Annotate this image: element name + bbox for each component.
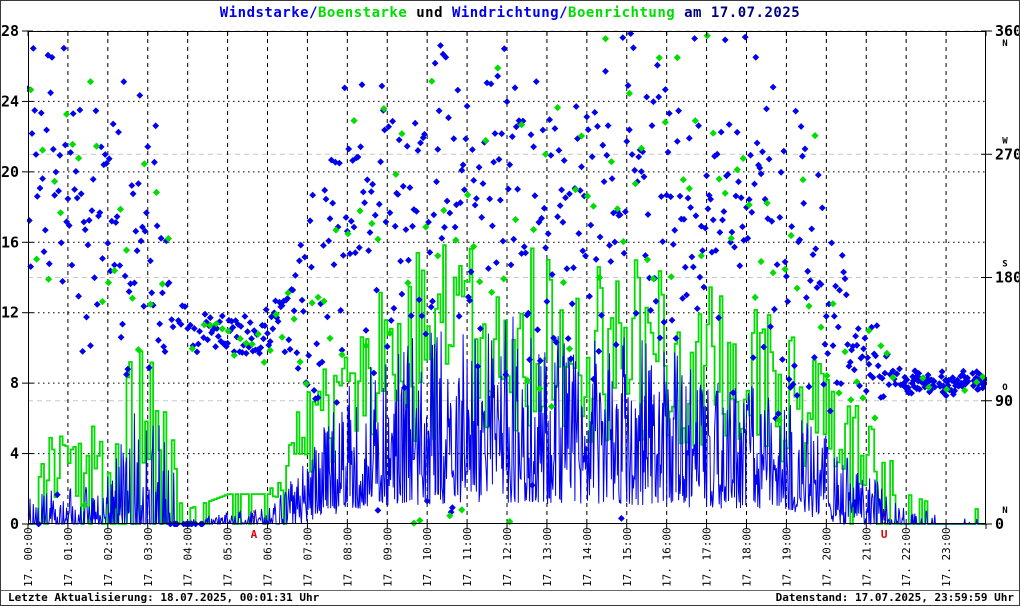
x-label-23: 17. 23:00 — [940, 527, 953, 587]
title-boenrichtung: Boenrichtung — [568, 5, 676, 21]
y-right-label-360: 360 — [995, 22, 1020, 40]
x-label-13: 17. 13:00 — [541, 527, 554, 587]
x-label-2: 17. 02:00 — [102, 527, 115, 587]
series-windrichtung — [27, 30, 987, 527]
x-label-1: 17. 01:00 — [62, 527, 75, 587]
series-layer — [27, 30, 987, 527]
y-right-label-0: 0 — [995, 515, 1004, 533]
sun-marker-label-U: U — [881, 528, 888, 541]
y-right-label-90: 90 — [995, 392, 1013, 410]
data-state-text: Datenstand: 17.07.2025, 23:59:59 Uhr — [775, 591, 1014, 604]
compass-letter-270-W: W — [1002, 136, 1008, 146]
x-label-20: 17. 20:00 — [820, 527, 833, 587]
y-left-label-4: 4 — [10, 445, 19, 463]
chart-title: Windstarke/Boenstarke und Windrichtung/B… — [1, 5, 1019, 21]
x-label-9: 17. 09:00 — [381, 527, 394, 587]
title-boenstarke: Boenstarke — [318, 5, 408, 21]
footer-bar: Letzte Aktualisierung: 18.07.2025, 00:01… — [1, 590, 1019, 605]
title-und: und — [407, 5, 452, 21]
compass-letter-90-O: O — [1002, 383, 1008, 393]
y-right-label-180: 180 — [995, 269, 1020, 287]
sun-marker-label-A: A — [251, 528, 258, 541]
x-label-3: 17. 03:00 — [142, 527, 155, 587]
x-label-21: 17. 21:00 — [860, 527, 873, 587]
x-label-18: 17. 18:00 — [741, 527, 754, 587]
x-label-10: 17. 10:00 — [421, 527, 434, 587]
x-label-5: 17. 05:00 — [222, 527, 235, 587]
compass-letter-0-N: N — [1002, 506, 1007, 516]
title-windstarke: Windstarke/ — [219, 5, 318, 21]
x-label-17: 17. 17:00 — [701, 527, 714, 587]
y-left-label-24: 24 — [1, 92, 19, 110]
y-left-label-28: 28 — [1, 22, 19, 40]
y-left-label-12: 12 — [1, 304, 19, 322]
x-label-11: 17. 11:00 — [461, 527, 474, 587]
x-label-12: 17. 12:00 — [501, 527, 514, 587]
compass-letter-180-S: S — [1002, 260, 1007, 270]
x-label-0: 17. 00:00 — [22, 527, 35, 587]
title-date: am 17.07.2025 — [684, 5, 801, 21]
x-label-4: 17. 04:00 — [182, 527, 195, 587]
y-right-label-270: 270 — [995, 145, 1020, 163]
x-label-14: 17. 14:00 — [581, 527, 594, 587]
x-label-8: 17. 08:00 — [341, 527, 354, 587]
x-label-16: 17. 16:00 — [661, 527, 674, 587]
x-label-7: 17. 07:00 — [301, 527, 314, 587]
title-windrichtung: Windrichtung/ — [451, 5, 569, 21]
compass-letter-360-N: N — [1002, 39, 1007, 49]
y-left-label-0: 0 — [10, 515, 19, 533]
x-label-19: 17. 19:00 — [780, 527, 793, 587]
last-update-text: Letzte Aktualisierung: 18.07.2025, 00:01… — [8, 591, 320, 604]
x-label-6: 17. 06:00 — [262, 527, 275, 587]
series-boenrichtung — [27, 32, 987, 527]
series-boenstarke — [28, 244, 986, 525]
y-left-label-16: 16 — [1, 233, 19, 251]
y-left-label-20: 20 — [1, 163, 19, 181]
series-windstarke — [27, 316, 986, 526]
x-label-15: 17. 15:00 — [621, 527, 634, 587]
y-left-label-8: 8 — [10, 374, 19, 392]
x-label-22: 17. 22:00 — [900, 527, 913, 587]
